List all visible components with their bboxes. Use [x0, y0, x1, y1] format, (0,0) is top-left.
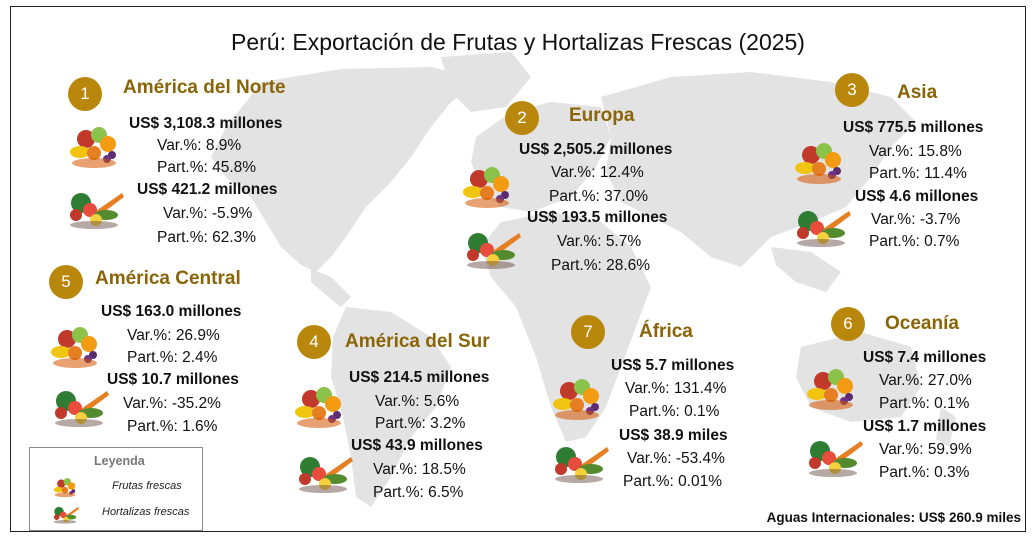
- legend-fruits-label: Frutas frescas: [112, 480, 182, 492]
- region-name: América del Sur: [345, 331, 490, 352]
- fruits-variation: Var.%: 5.6%: [375, 393, 460, 410]
- legend-vegetables-label: Hortalizas frescas: [102, 506, 190, 518]
- vegetables-variation: Var.%: -5.9%: [163, 205, 253, 222]
- vegetables-share: Part.%: 6.5%: [373, 484, 464, 501]
- greenland-shape: [441, 52, 531, 112]
- fruits-share: Part.%: 0.1%: [629, 403, 720, 420]
- region-number-badge: 6: [831, 307, 865, 341]
- page-title: Perú: Exportación de Frutas y Hortalizas…: [231, 29, 805, 55]
- southeast-asia-shape: [771, 247, 841, 292]
- fruits-variation: Var.%: 8.9%: [157, 137, 242, 154]
- fruits-export-value: US$ 214.5 millones: [349, 369, 490, 386]
- fruits-basket-icon: [791, 135, 847, 185]
- asia-shape: [601, 72, 916, 267]
- vegetables-basket-icon: [551, 437, 611, 483]
- infographic-frame: Perú: Exportación de Frutas y Hortalizas…: [10, 6, 1026, 532]
- fruits-basket-icon: [291, 379, 347, 429]
- region-number-badge: 7: [571, 315, 605, 349]
- vegetables-share: Part.%: 1.6%: [127, 418, 218, 435]
- fruits-basket-icon: [459, 159, 515, 209]
- region-name: Oceanía: [885, 313, 959, 334]
- region-name: América Central: [95, 268, 241, 289]
- vegetables-variation: Var.%: 59.9%: [879, 441, 972, 458]
- vegetables-basket-icon: [805, 431, 865, 477]
- international-waters-total: Aguas Internacionales: US$ 260.9 miles: [766, 510, 1021, 525]
- fruits-variation: Var.%: 131.4%: [625, 380, 727, 397]
- vegetables-basket-icon: [52, 502, 80, 524]
- fruits-share: Part.%: 2.4%: [127, 349, 218, 366]
- legend: Leyenda Frutas frescas Hortalizas fresca…: [29, 447, 203, 531]
- africa-shape: [481, 212, 651, 442]
- vegetables-share: Part.%: 0.3%: [879, 464, 970, 481]
- fruits-export-value: US$ 163.0 millones: [101, 303, 242, 320]
- legend-title: Leyenda: [94, 454, 145, 468]
- north-america-shape: [211, 67, 481, 272]
- vegetables-export-value: US$ 421.2 millones: [137, 181, 278, 198]
- fruits-variation: Var.%: 12.4%: [551, 164, 644, 181]
- fruits-export-value: US$ 5.7 millones: [611, 357, 735, 374]
- vegetables-variation: Var.%: 5.7%: [557, 233, 642, 250]
- fruits-variation: Var.%: 26.9%: [127, 327, 220, 344]
- world-map: [211, 52, 956, 507]
- region-name: Asia: [897, 82, 938, 103]
- vegetables-export-value: US$ 38.9 miles: [619, 427, 728, 444]
- vegetables-basket-icon: [51, 381, 111, 427]
- vegetables-export-value: US$ 43.9 millones: [351, 437, 483, 454]
- fruits-basket-icon: [66, 119, 122, 169]
- vegetables-share: Part.%: 0.01%: [623, 473, 723, 490]
- region-number-badge: 3: [835, 73, 869, 107]
- fruits-export-value: US$ 3,108.3 millones: [129, 115, 283, 132]
- vegetables-export-value: US$ 1.7 millones: [863, 418, 987, 435]
- central-america-shape: [311, 269, 351, 307]
- fruits-export-value: US$ 775.5 millones: [843, 119, 984, 136]
- vegetables-variation: Var.%: -53.4%: [627, 450, 725, 467]
- south-america-shape: [331, 307, 451, 507]
- vegetables-variation: Var.%: 18.5%: [373, 461, 466, 478]
- fruits-variation: Var.%: 27.0%: [879, 372, 972, 389]
- vegetables-basket-icon: [463, 223, 523, 269]
- region-number-badge: 5: [49, 265, 83, 299]
- region-number-badge: 1: [68, 77, 102, 111]
- fruits-basket-icon: [47, 319, 103, 369]
- fruits-export-value: US$ 2,505.2 millones: [519, 141, 673, 158]
- fruits-share: Part.%: 0.1%: [879, 395, 970, 412]
- fruits-share: Part.%: 37.0%: [549, 188, 649, 205]
- vegetables-export-value: US$ 193.5 millones: [527, 209, 668, 226]
- fruits-share: Part.%: 11.4%: [869, 165, 967, 182]
- fruits-basket-icon: [52, 474, 78, 498]
- new-zealand-shape: [936, 407, 956, 447]
- vegetables-export-value: US$ 4.6 millones: [855, 188, 979, 205]
- vegetables-basket-icon: [66, 183, 126, 229]
- vegetables-variation: Var.%: -3.7%: [871, 211, 961, 228]
- fruits-basket-icon: [803, 361, 859, 411]
- region-number-badge: 4: [297, 325, 331, 359]
- region-name: Europa: [569, 105, 635, 126]
- fruits-share: Part.%: 45.8%: [157, 159, 257, 176]
- vegetables-variation: Var.%: -35.2%: [123, 395, 221, 412]
- fruits-export-value: US$ 7.4 millones: [863, 349, 987, 366]
- vegetables-export-value: US$ 10.7 millones: [107, 371, 239, 388]
- region-name: América del Norte: [123, 77, 286, 98]
- vegetables-share: Part.%: 0.7%: [869, 233, 960, 250]
- fruits-variation: Var.%: 15.8%: [869, 143, 962, 160]
- region-name: África: [639, 321, 693, 342]
- fruits-share: Part.%: 3.2%: [375, 415, 466, 432]
- region-number-badge: 2: [505, 101, 539, 135]
- vegetables-basket-icon: [793, 201, 853, 247]
- vegetables-share: Part.%: 62.3%: [157, 229, 257, 246]
- fruits-basket-icon: [549, 371, 605, 421]
- vegetables-basket-icon: [295, 447, 355, 493]
- vegetables-share: Part.%: 28.6%: [551, 257, 651, 274]
